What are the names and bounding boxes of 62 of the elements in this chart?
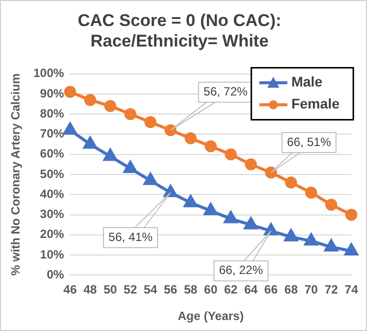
point xyxy=(284,229,298,242)
y-tick-label: 10% xyxy=(40,247,64,262)
point xyxy=(63,122,77,135)
x-tick-label: 64 xyxy=(244,282,258,297)
x-tick-label: 72 xyxy=(324,282,338,297)
text: Race/Ethnicity= White xyxy=(90,31,269,50)
point xyxy=(84,94,96,106)
point xyxy=(224,211,238,224)
y-tick-label: 20% xyxy=(40,227,64,242)
x-tick-label: 66 xyxy=(264,282,278,297)
x-tick-label: 58 xyxy=(184,282,198,297)
x-tick-label: 68 xyxy=(284,282,298,297)
x-tick-label: 62 xyxy=(224,282,238,297)
point xyxy=(204,203,218,216)
x-tick-label: 46 xyxy=(63,282,78,297)
point xyxy=(324,240,338,252)
point xyxy=(184,195,198,208)
point xyxy=(64,86,76,98)
point xyxy=(325,198,338,211)
point xyxy=(124,160,138,173)
point xyxy=(83,136,97,149)
y-tick-label: 70% xyxy=(40,126,64,141)
point xyxy=(104,100,116,112)
point xyxy=(184,132,197,144)
point xyxy=(344,244,358,256)
point xyxy=(204,140,217,152)
x-tick-label: 50 xyxy=(104,282,118,297)
annotation: 66, 22% xyxy=(218,263,264,278)
point xyxy=(104,148,117,161)
y-tick-label: 100% xyxy=(33,66,64,80)
point xyxy=(305,186,318,199)
x-tick-label: 48 xyxy=(84,282,98,297)
annotation: 66, 51% xyxy=(286,134,332,149)
x-tick-label: 70 xyxy=(304,282,318,297)
text: CAC Score = 0 (No CAC): xyxy=(78,10,282,30)
y-tick-label: 0% xyxy=(46,268,64,282)
annotation: 56, 72% xyxy=(204,84,248,99)
point xyxy=(144,116,156,128)
y-axis-title: % with No Coronary Artery Calcium xyxy=(8,73,23,276)
x-tick-label: 74 xyxy=(344,282,358,297)
annotation: 56, 41% xyxy=(108,230,153,244)
x-tick-label: 56 xyxy=(164,282,178,297)
x-tick-label: 54 xyxy=(144,282,158,297)
x-tick-label: 60 xyxy=(204,282,218,297)
y-tick-label: 90% xyxy=(40,86,64,100)
point xyxy=(224,148,237,160)
y-tick-label: 80% xyxy=(40,106,64,120)
x-tick-label: 52 xyxy=(124,282,138,297)
y-tick-label: 40% xyxy=(40,186,64,201)
x-axis-title: Age (Years) xyxy=(178,309,244,324)
legend-label: Male xyxy=(291,74,323,90)
y-tick-label: 60% xyxy=(40,146,64,161)
point xyxy=(244,217,258,230)
point xyxy=(244,158,257,170)
point xyxy=(124,108,136,120)
legend-label: Female xyxy=(291,96,340,112)
y-tick-label: 30% xyxy=(40,207,64,222)
point xyxy=(304,233,318,246)
point xyxy=(144,173,158,186)
point xyxy=(345,208,358,221)
point xyxy=(285,176,298,189)
y-tick-label: 50% xyxy=(40,166,64,181)
